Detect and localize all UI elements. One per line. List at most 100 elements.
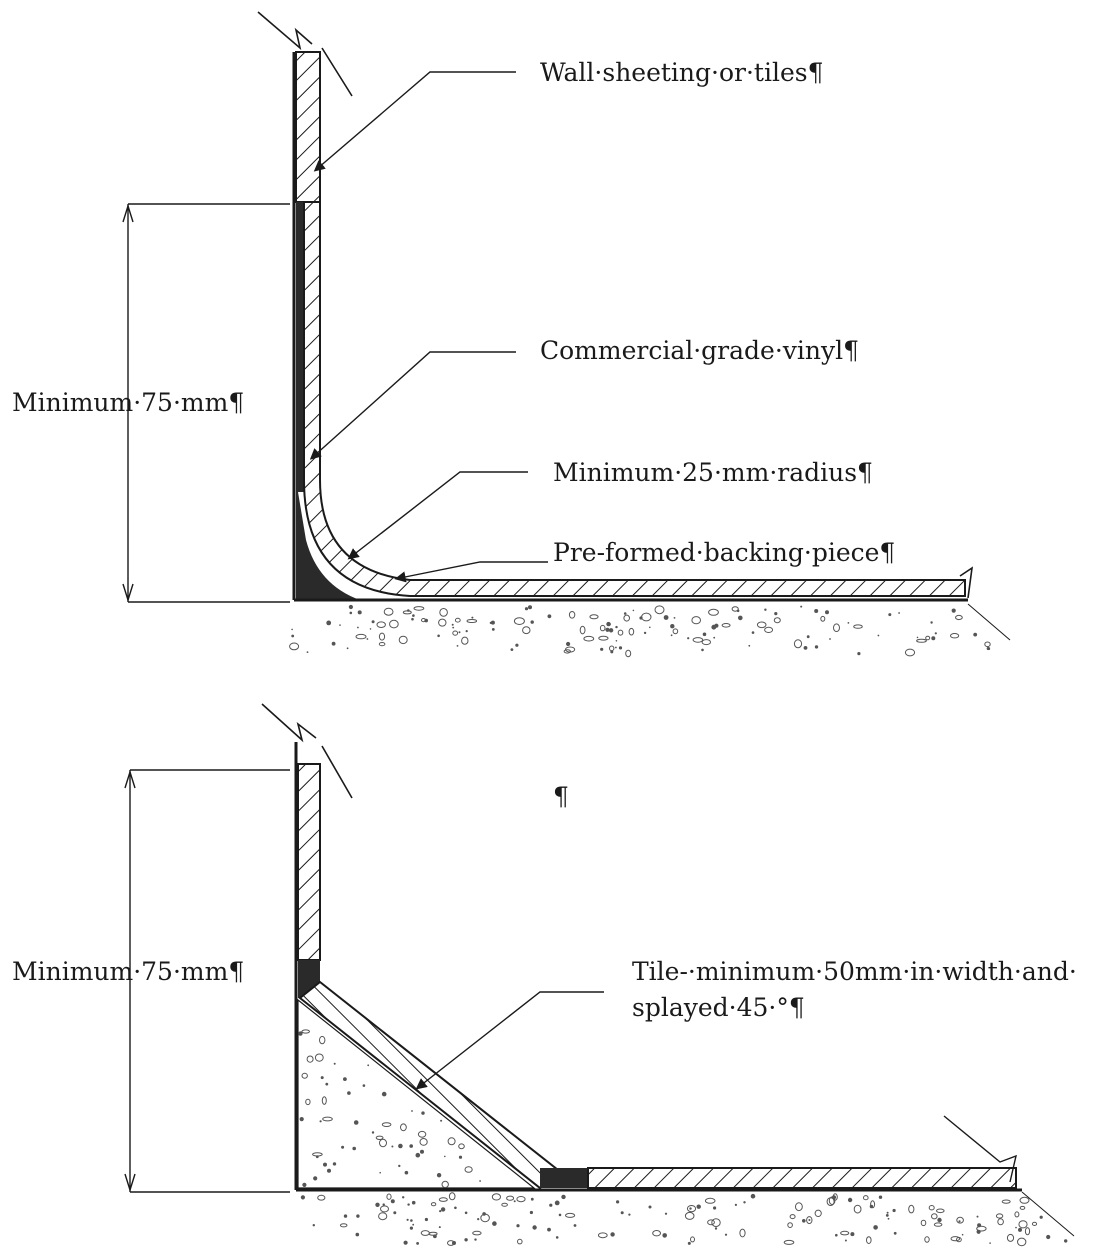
concrete-speckle (298, 1031, 303, 1036)
concrete-speckle (806, 635, 810, 639)
concrete-speckle (958, 1220, 961, 1223)
concrete-speckle (371, 1131, 375, 1134)
concrete-speckle (654, 605, 665, 615)
concrete-speckle (333, 1062, 336, 1065)
concrete-speckle (641, 612, 652, 622)
concrete-speckle (696, 1204, 701, 1209)
concrete-speckle (306, 651, 309, 653)
concrete-speckle (908, 1204, 915, 1214)
concrete-speckle (407, 1203, 410, 1206)
label-pilcrow: ¶ (553, 782, 569, 811)
top-floor-break (959, 566, 974, 599)
bottom-concrete-speckles (300, 1192, 1068, 1247)
concrete-speckle (734, 1203, 738, 1206)
concrete-speckle (787, 1222, 793, 1228)
concrete-speckle (1006, 1233, 1015, 1242)
leader-tile (415, 991, 604, 1090)
concrete-speckle (312, 1224, 315, 1227)
concrete-speckle (997, 1218, 1004, 1226)
concrete-speckle (702, 632, 707, 637)
label-top-height: Minimum·75·mm¶ (12, 388, 245, 417)
concrete-speckle (411, 1200, 416, 1205)
top-dimension-arrow-down (122, 583, 134, 603)
concrete-speckle (413, 606, 425, 611)
concrete-speckle (898, 612, 900, 614)
top-concrete-speckles (289, 604, 991, 658)
concrete-speckle (616, 1200, 620, 1204)
concrete-speckle (421, 1111, 425, 1115)
concrete-speckle (701, 648, 704, 652)
concrete-speckle (379, 1171, 382, 1174)
top-vinyl-upstand (296, 202, 304, 492)
concrete-speckle (928, 1205, 935, 1211)
concrete-speckle (988, 647, 991, 651)
concrete-speckle (547, 1227, 551, 1232)
concrete-speckle (532, 1225, 537, 1230)
concrete-speckle (346, 647, 349, 650)
concrete-speckle (808, 1219, 811, 1221)
concrete-speckle (464, 1166, 473, 1173)
concrete-speckle (893, 1231, 897, 1235)
concrete-speckle (609, 645, 615, 652)
concrete-speckle (663, 615, 669, 620)
concrete-speckle (554, 1200, 560, 1206)
fillet-concrete-speckles (298, 1029, 481, 1189)
concrete-speckle (600, 647, 604, 651)
concrete-speckle (489, 621, 492, 625)
concrete-speckle (412, 1223, 415, 1226)
concrete-speckle (378, 642, 386, 647)
concrete-speckle (774, 612, 778, 616)
top-dimension-arrow-up (122, 203, 134, 223)
concrete-speckle (937, 1217, 942, 1223)
concrete-speckle (420, 1230, 430, 1236)
concrete-speckle (829, 638, 831, 640)
concrete-speckle (563, 649, 571, 654)
label-bottom-height: Minimum·75·mm¶ (12, 957, 245, 986)
concrete-speckle (412, 614, 415, 617)
concrete-speckle (847, 1197, 853, 1203)
concrete-speckle (814, 609, 819, 613)
concrete-speckle (973, 632, 978, 637)
concrete-speckle (589, 614, 599, 620)
concrete-speckle (870, 1200, 876, 1209)
concrete-speckle (995, 1213, 1004, 1219)
concrete-speckle (348, 604, 353, 610)
concrete-speckle (402, 610, 412, 615)
concrete-speckle (510, 648, 514, 651)
bottom-slab-edge (1021, 1191, 1075, 1237)
concrete-speckle (690, 1236, 695, 1243)
concrete-speckle (458, 1143, 465, 1150)
concrete-speckle (1039, 1215, 1043, 1219)
concrete-speckle (599, 624, 606, 632)
concrete-speckle (708, 608, 719, 616)
concrete-speckle (825, 610, 829, 615)
concrete-speckle (764, 626, 774, 634)
concrete-speckle (375, 1135, 384, 1141)
concrete-speckle (317, 1194, 326, 1201)
concrete-speckle (704, 1197, 716, 1204)
concrete-speckle (692, 637, 704, 643)
bottom-diagram (124, 703, 1075, 1247)
concrete-speckle (325, 1082, 329, 1086)
label-tile-line-2: splayed·45·°¶ (632, 993, 805, 1022)
concrete-speckle (461, 636, 469, 645)
concrete-speckle (339, 624, 341, 626)
bottom-floor-joint (540, 1168, 588, 1188)
concrete-speckle (984, 641, 991, 648)
concrete-speckle (411, 617, 414, 621)
concrete-speckle (739, 1228, 746, 1238)
concrete-speckle (961, 1233, 964, 1236)
concrete-speckle (565, 1212, 576, 1218)
concrete-speckle (357, 610, 362, 615)
concrete-speckle (439, 608, 448, 617)
concrete-speckle (623, 614, 631, 622)
concrete-speckle (458, 631, 461, 634)
concrete-speckle (711, 624, 717, 630)
concrete-speckle (756, 621, 767, 629)
concrete-speckle (724, 1233, 728, 1236)
concrete-speckle (528, 605, 532, 610)
concrete-speckle (555, 1236, 559, 1239)
concrete-speckle (547, 614, 552, 619)
concrete-speckle (516, 1196, 526, 1203)
concrete-speckle (976, 1225, 987, 1232)
